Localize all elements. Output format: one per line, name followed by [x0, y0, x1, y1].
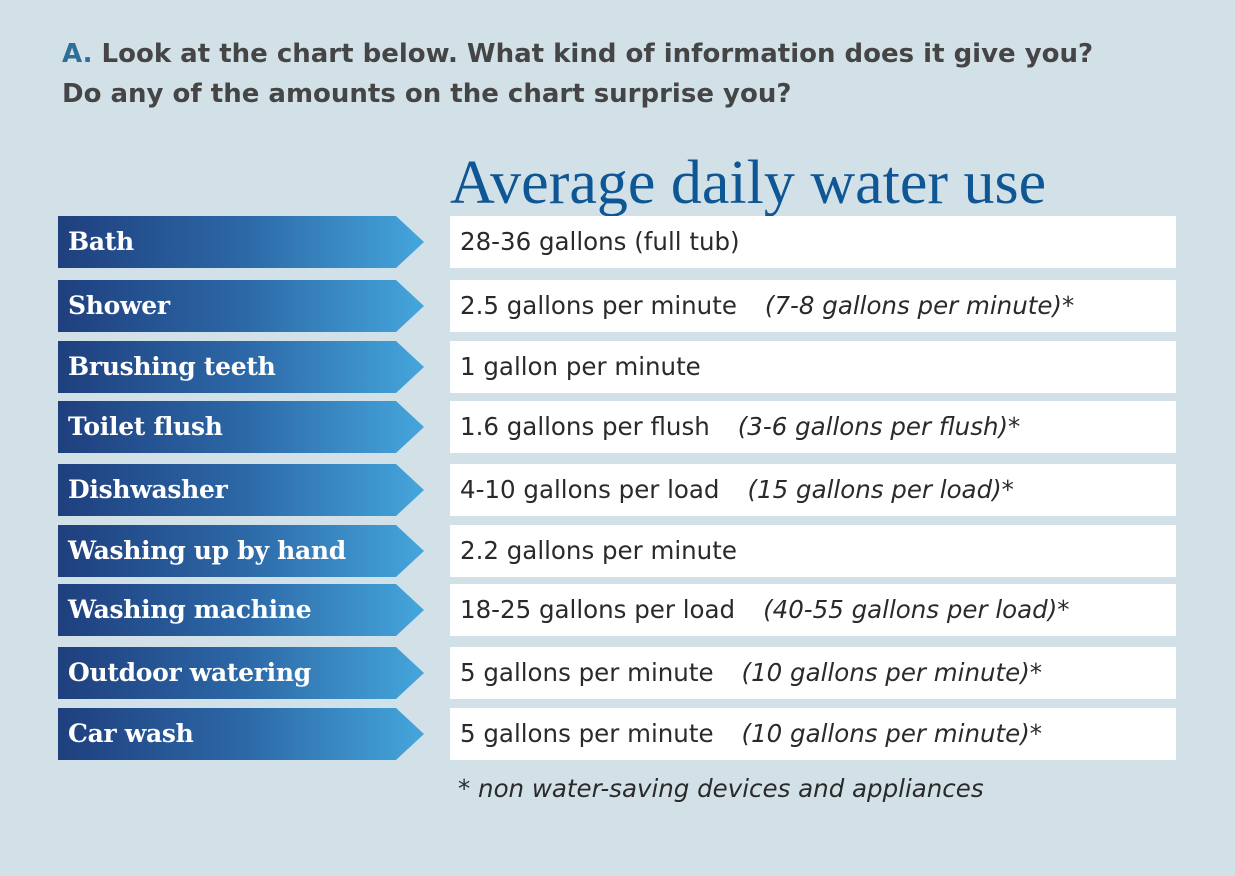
row-value-text: 5 gallons per minute	[460, 658, 714, 687]
chart-title: Average daily water use	[450, 149, 1047, 217]
row-value-text: 2.5 gallons per minute	[460, 291, 737, 320]
row-note: (10 gallons per minute)*	[741, 719, 1043, 748]
table-row: Bath 28-36 gallons (full tub)	[58, 216, 1176, 268]
row-value: 2.2 gallons per minute	[450, 525, 1176, 577]
row-note: (7-8 gallons per minute)*	[764, 291, 1075, 320]
table-row: Outdoor watering 5 gallons per minute (10…	[58, 647, 1176, 699]
table-row: Shower 2.5 gallons per minute (7-8 gallon…	[58, 280, 1176, 332]
footnote: * non water-saving devices and appliance…	[458, 774, 984, 803]
row-value: 1.6 gallons per flush (3-6 gallons per fl…	[450, 401, 1176, 453]
row-value-text: 5 gallons per minute	[460, 719, 714, 748]
question-line-1-text: Look at the chart below. What kind of in…	[101, 39, 1094, 69]
row-value: 1 gallon per minute	[450, 341, 1176, 393]
row-value: 5 gallons per minute (10 gallons per minu…	[450, 647, 1176, 699]
table-row: Car wash 5 gallons per minute (10 gallons…	[58, 708, 1176, 760]
table-row: Washing up by hand 2.2 gallons per minut…	[58, 525, 1176, 577]
row-value: 2.5 gallons per minute (7-8 gallons per m…	[450, 280, 1176, 332]
row-note: (15 gallons per load)*	[747, 475, 1014, 504]
row-value: 5 gallons per minute (10 gallons per minu…	[450, 708, 1176, 760]
row-value: 18-25 gallons per load (40-55 gallons per…	[450, 584, 1176, 636]
row-label: Toilet flush	[58, 401, 424, 453]
row-label: Dishwasher	[58, 464, 424, 516]
row-value-text: 28-36 gallons (full tub)	[460, 227, 740, 256]
row-value: 28-36 gallons (full tub)	[450, 216, 1176, 268]
row-note: (10 gallons per minute)*	[741, 658, 1043, 687]
question-line-2: Do any of the amounts on the chart surpr…	[62, 79, 792, 109]
table-row: Toilet flush 1.6 gallons per flush (3-6 g…	[58, 401, 1176, 453]
table-row: Washing machine 18-25 gallons per load (4…	[58, 584, 1176, 636]
row-value-text: 1.6 gallons per flush	[460, 412, 710, 441]
row-value: 4-10 gallons per load (15 gallons per loa…	[450, 464, 1176, 516]
row-note: (3-6 gallons per flush)*	[737, 412, 1021, 441]
row-value-text: 4-10 gallons per load	[460, 475, 720, 504]
row-label: Washing machine	[58, 584, 424, 636]
table-row: Dishwasher 4-10 gallons per load (15 gall…	[58, 464, 1176, 516]
table-row: Brushing teeth 1 gallon per minute	[58, 341, 1176, 393]
row-value-text: 2.2 gallons per minute	[460, 536, 737, 565]
row-label: Brushing teeth	[58, 341, 424, 393]
row-value-text: 1 gallon per minute	[460, 352, 701, 381]
row-label: Car wash	[58, 708, 424, 760]
row-label: Washing up by hand	[58, 525, 424, 577]
row-label: Outdoor watering	[58, 647, 424, 699]
row-label: Shower	[58, 280, 424, 332]
row-label: Bath	[58, 216, 424, 268]
question-line-1: A. Look at the chart below. What kind of…	[62, 34, 1182, 74]
row-note: (40-55 gallons per load)*	[763, 595, 1070, 624]
row-value-text: 18-25 gallons per load	[460, 595, 736, 624]
question-text: A. Look at the chart below. What kind of…	[62, 34, 1182, 114]
question-letter: A.	[62, 39, 93, 69]
